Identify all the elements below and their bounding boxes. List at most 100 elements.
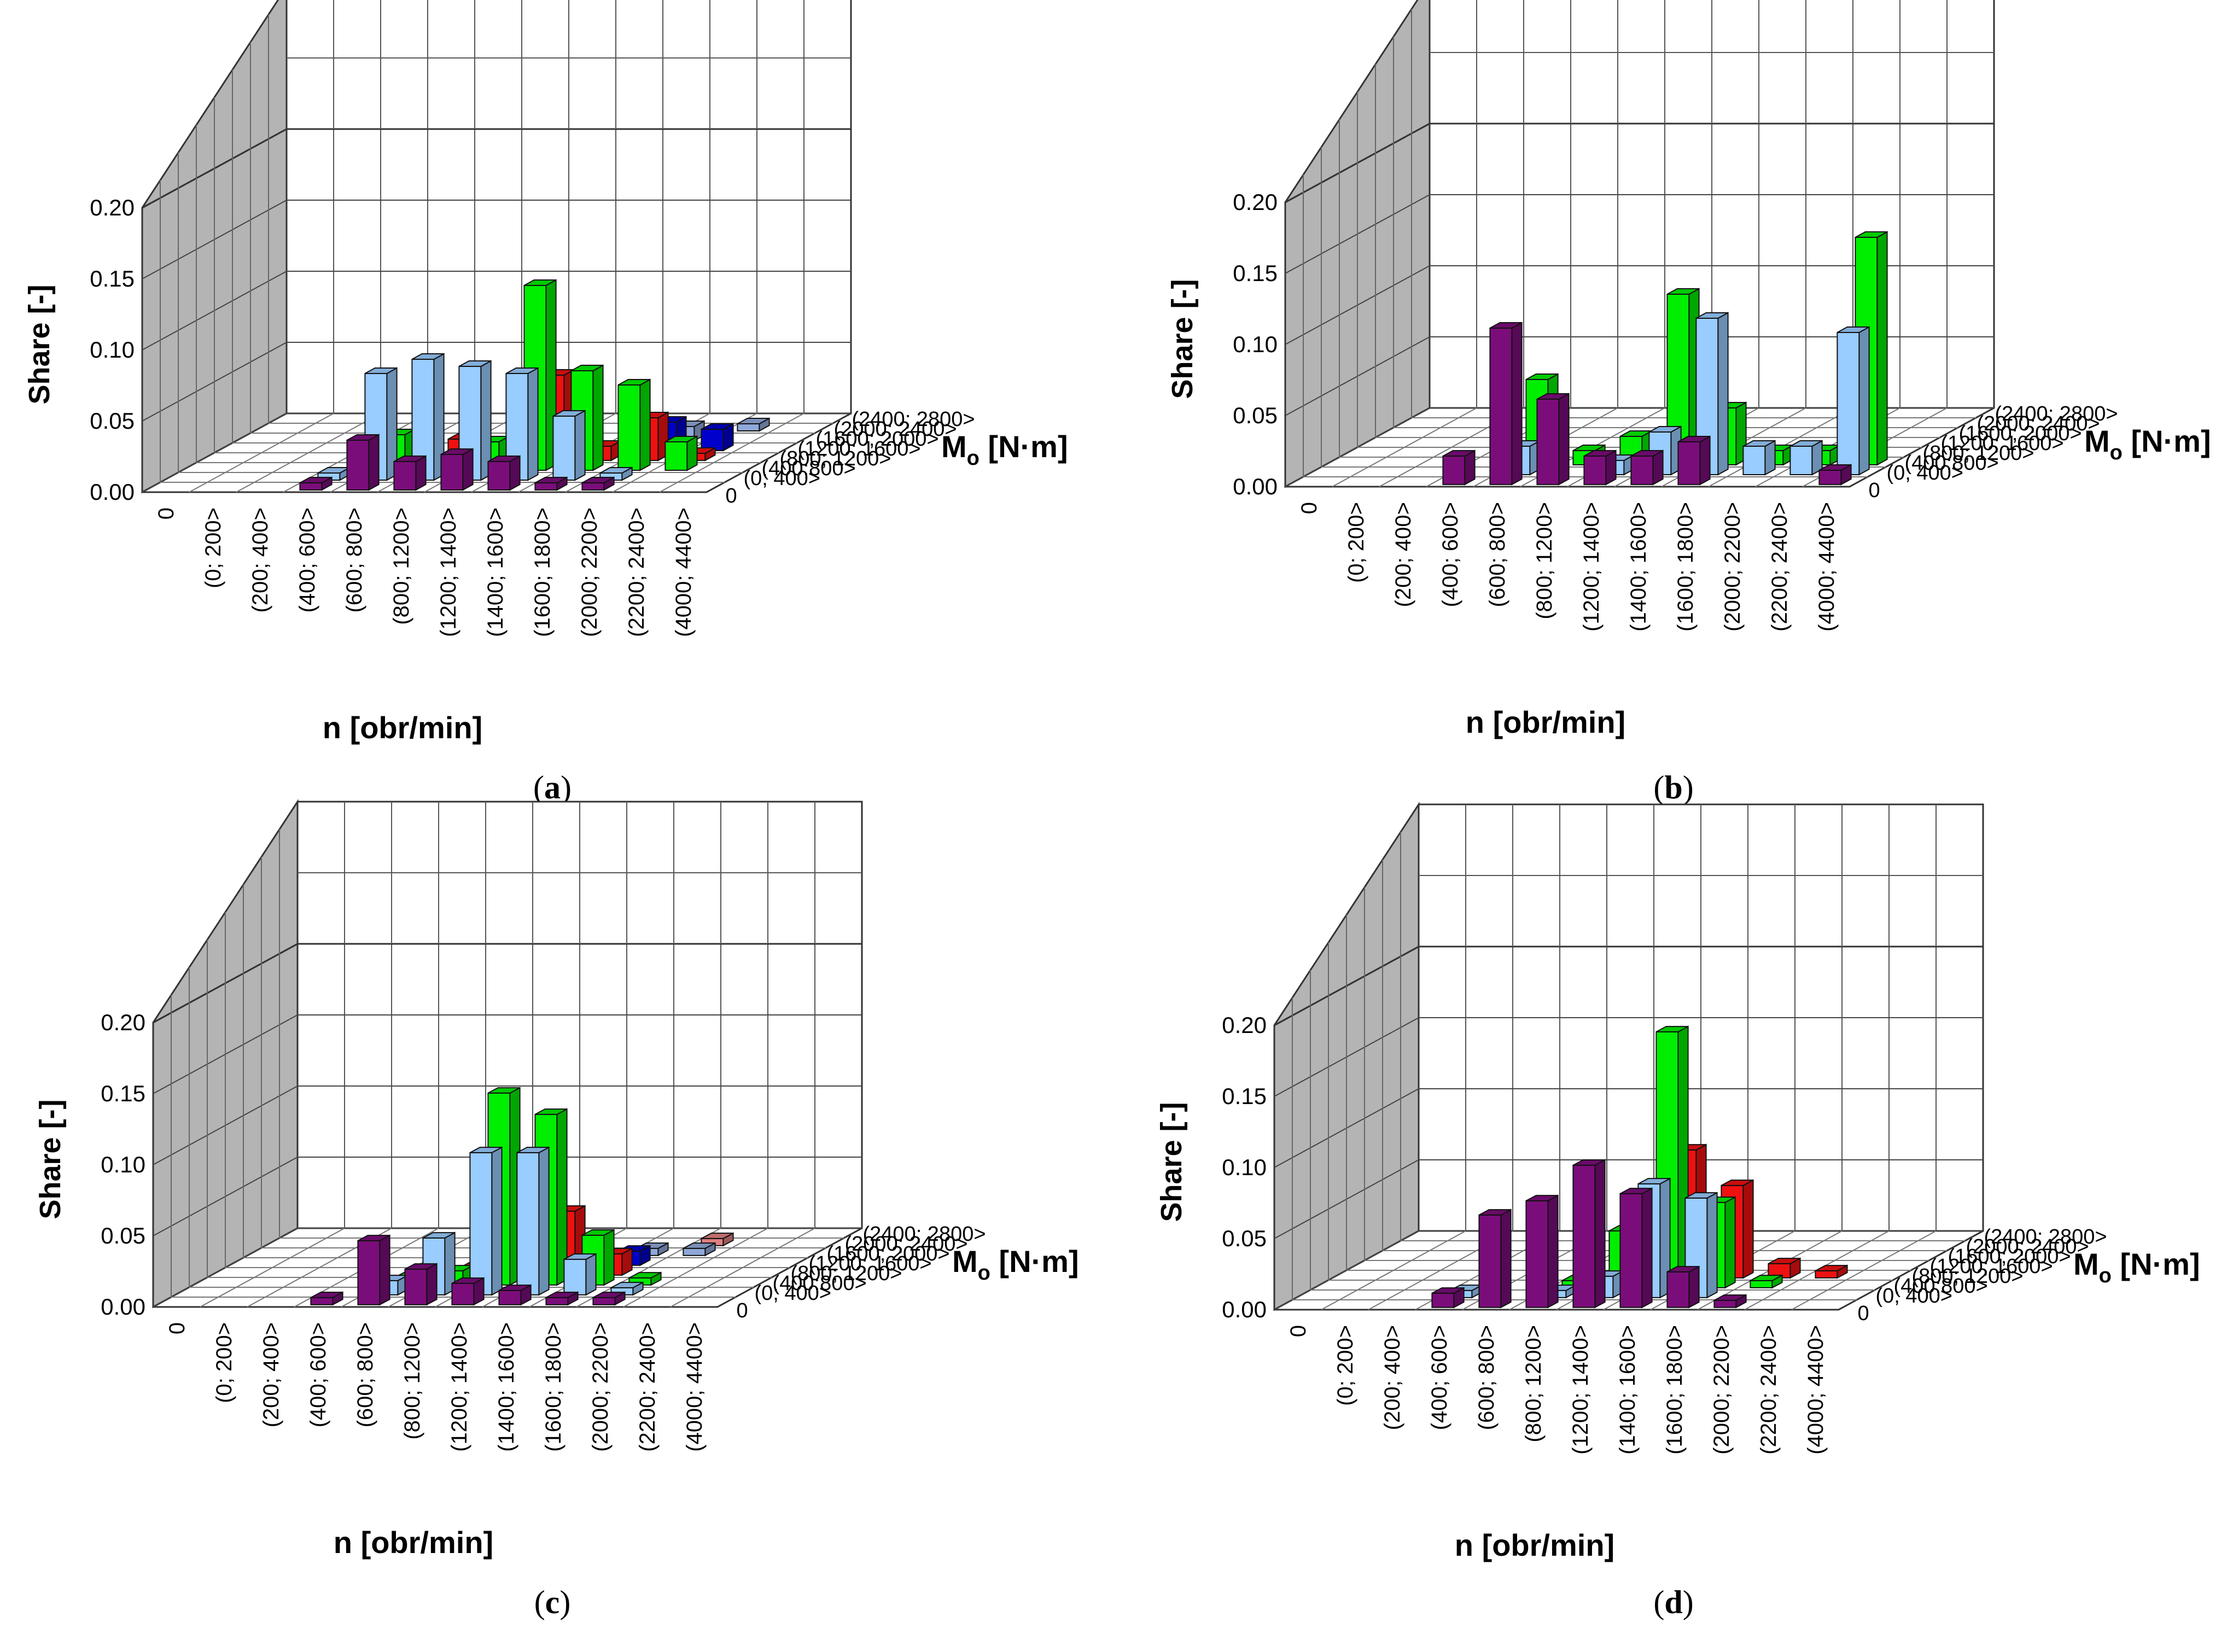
gridline — [1274, 1017, 1983, 1097]
bar — [1768, 1257, 1801, 1279]
bar-front — [552, 416, 576, 481]
z-tick-label: (2400; 2800> — [1995, 402, 2118, 425]
x-tick-label: (2000; 2200> — [1710, 1325, 1734, 1455]
bar — [599, 466, 633, 481]
gridline — [153, 1014, 862, 1094]
bar-top — [440, 448, 474, 455]
bar-top — [498, 1285, 532, 1291]
bar-front — [440, 454, 464, 491]
gridline — [153, 1085, 862, 1165]
x-tick-label: (0; 200> — [1344, 502, 1368, 583]
bar — [701, 423, 734, 452]
x-tick-label: (2200; 2400> — [1768, 502, 1792, 632]
bar-top — [1721, 1180, 1754, 1186]
bar — [1431, 1287, 1465, 1309]
bar — [1572, 1159, 1606, 1309]
bar-top — [1648, 426, 1682, 433]
bar-top — [599, 467, 633, 474]
gridline — [1274, 1159, 1983, 1239]
y-tick-label: 0.15 — [1222, 1083, 1267, 1109]
bar-side — [574, 410, 586, 481]
bar-front — [545, 1297, 569, 1305]
bar-front — [1815, 1270, 1838, 1279]
bar — [1815, 1264, 1848, 1279]
z-tick-label: (1600; 2000> — [1959, 422, 2082, 445]
z-tick-label: (2000; 2400> — [834, 418, 957, 441]
bar — [1666, 1265, 1700, 1309]
bar-top — [737, 418, 770, 424]
bar — [516, 1146, 550, 1296]
bar-front — [404, 1268, 428, 1305]
y-tick-label: 0.05 — [1222, 1225, 1267, 1251]
bar-front — [310, 1297, 334, 1305]
bar-top — [581, 477, 615, 483]
x-tick-label: (2200; 2400> — [1757, 1325, 1781, 1455]
x-tick-label: (400; 600> — [295, 507, 319, 612]
bar — [310, 1291, 343, 1306]
bar-side — [1641, 1187, 1653, 1309]
bar-side — [379, 1234, 390, 1306]
bar — [1525, 1194, 1559, 1309]
bar-top — [357, 1235, 390, 1241]
bar-top — [1677, 436, 1711, 442]
x-axis-label: n [obr/min] — [1466, 705, 1625, 739]
x-tick-label: (4000; 4400> — [1804, 1325, 1828, 1455]
bar — [1677, 435, 1711, 486]
bar-top — [1536, 393, 1570, 400]
bar-side — [1547, 1194, 1559, 1309]
bar — [451, 1277, 485, 1306]
x-tick-label: (1200; 1400> — [1569, 1325, 1593, 1455]
x-tick-label: 0 — [1297, 502, 1321, 514]
bar-top — [1855, 231, 1888, 238]
chart-panel-c: 0.00 0.05 0.10 0.15 0.20 Share [-] 0 (0; 200> (2… — [34, 798, 1079, 1620]
chart-panel-d: 0.00 0.05 0.10 0.15 0.20 Share [-] 0 (0; 200> (2… — [1155, 801, 2200, 1620]
gridline — [142, 342, 851, 422]
bar-front — [346, 440, 370, 491]
z-tick-label: (1600; 2000> — [816, 428, 939, 451]
bar — [592, 1291, 626, 1306]
y-tick-label: 0.00 — [1233, 474, 1278, 499]
bar — [1818, 464, 1852, 486]
bar-front — [1583, 456, 1607, 485]
bar-side — [1511, 322, 1523, 486]
bar — [469, 1146, 503, 1296]
x-tick-label: (200; 400> — [248, 507, 272, 612]
x-axis-label: n [obr/min] — [1455, 1528, 1614, 1562]
z-tick-label: 0 — [737, 1299, 748, 1322]
bar-side — [426, 1263, 438, 1306]
bar-top — [1815, 1265, 1848, 1271]
bar — [581, 476, 615, 491]
x-tick-label: (1600; 1800> — [541, 1322, 566, 1452]
z-tick-label: (0; 400> — [1887, 462, 1964, 484]
bar-top — [1572, 1159, 1606, 1166]
bar-top — [683, 1242, 716, 1249]
z-tick-label: (2400; 2800> — [1984, 1225, 2107, 1248]
y-tick-label: 0.15 — [1233, 260, 1278, 286]
bar-top — [570, 365, 604, 371]
bar — [737, 417, 770, 432]
z-tick-label: (400;800> — [773, 1272, 867, 1295]
x-axis-label: n [obr/min] — [334, 1525, 493, 1560]
bar-top — [534, 477, 568, 483]
y-tick-label: 0.15 — [90, 266, 135, 291]
bar-top — [523, 279, 557, 286]
bar-side — [1742, 1179, 1754, 1279]
bar-front — [469, 1152, 493, 1295]
x-tick-label: (1400; 1600> — [1616, 1325, 1640, 1455]
z-tick-label: 0 — [1869, 479, 1880, 502]
z-tick-label: 0 — [726, 484, 737, 507]
x-tick-label: (600; 800> — [1474, 1325, 1499, 1430]
x-tick-label: (600; 800> — [342, 507, 366, 612]
x-tick-label: (2200; 2400> — [625, 507, 649, 637]
bar-front — [1431, 1292, 1455, 1308]
bar — [1789, 440, 1823, 476]
bar-top — [310, 1292, 343, 1298]
x-tick-label: (2000; 2200> — [1721, 502, 1745, 632]
bar-front — [563, 1258, 587, 1295]
bar-front — [664, 441, 688, 471]
bar-top — [505, 367, 539, 374]
bar — [357, 1234, 390, 1306]
bar-top — [1619, 1188, 1653, 1194]
bar — [505, 367, 539, 481]
x-tick-label: (1200; 1400> — [1579, 502, 1604, 632]
